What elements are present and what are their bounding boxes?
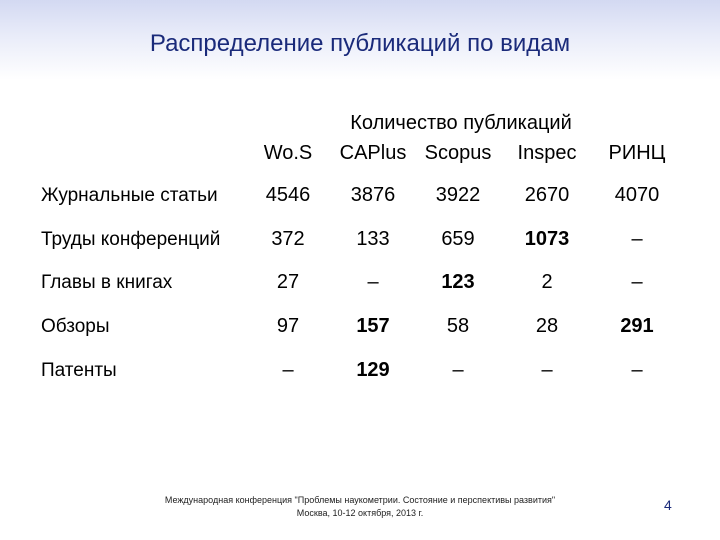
row-label: Главы в книгах [41,272,173,293]
table-cell: 129 [356,359,390,381]
table-cell: 28 [535,315,559,337]
page-number: 4 [664,497,672,513]
footer: Международная конференция "Проблемы наук… [140,494,580,520]
col-scopus-header: Scopus [424,142,492,164]
table-cell: – [282,359,294,381]
col-wos-header: Wo.S [263,142,313,164]
table-cell: 4546 [265,184,311,206]
table-cell: 4070 [614,184,660,206]
table-cell: 2 [541,271,553,293]
col-caplus-header: CAPlus [339,142,407,164]
col-rinc-header: РИНЦ [608,142,666,164]
row-label: Патенты [41,360,117,381]
table-cell: – [452,359,464,381]
table-cell: – [367,271,379,293]
table-cell: 58 [446,315,470,337]
col-inspec-header: Inspec [517,142,577,164]
table-cell: 157 [356,315,390,337]
table-cell: 123 [441,271,475,293]
table-cell: 3922 [435,184,481,206]
table-cell: 291 [620,315,654,337]
table-cell: 3876 [350,184,396,206]
table-cell: – [541,359,553,381]
table-cell: – [631,359,643,381]
footer-date: Москва, 10-12 октября, 2013 г. [296,508,424,518]
table-cell: 133 [356,228,390,250]
table-cell: – [631,228,643,250]
table-cell: 372 [271,228,305,250]
header-band [0,0,720,80]
row-label: Труды конференций [41,229,221,250]
row-label: Обзоры [41,316,110,337]
table-cell: 97 [276,315,300,337]
table-cell: 2670 [524,184,570,206]
table-cell: 659 [441,228,475,250]
slide-title: Распределение публикаций по видам [149,30,571,57]
table-cell: 1073 [524,228,570,250]
group-header: Количество публикаций [350,112,572,134]
table-cell: 27 [276,271,300,293]
table-cell: – [631,271,643,293]
footer-conference: Международная конференция "Проблемы наук… [164,495,556,505]
row-label: Журнальные статьи [41,185,218,206]
